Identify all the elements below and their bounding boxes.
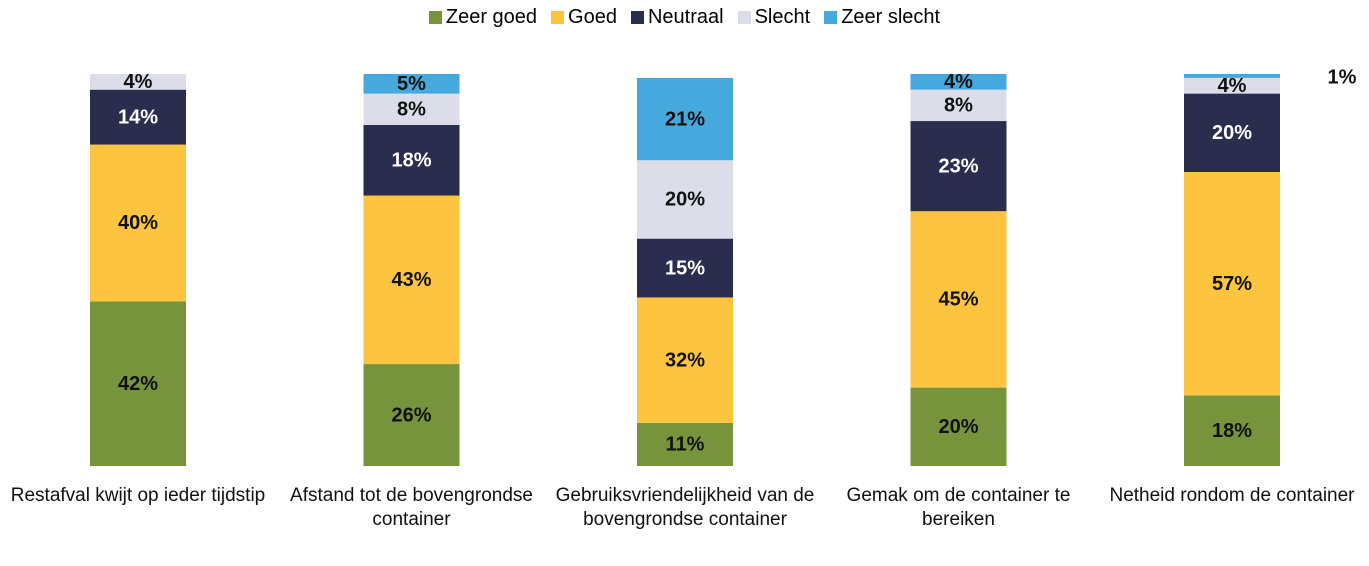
data-label: 26% [391,404,431,426]
data-label: 18% [1212,420,1252,442]
x-tick-label: Restafval kwijt op ieder tijdstip [10,485,266,506]
bar-segment [1184,93,1280,172]
legend-swatch [737,11,751,24]
bar-segment [910,89,1007,122]
legend-swatch [630,11,644,24]
legend: Zeer goed Goed Neutraal Slecht Zeer slecht [0,6,1369,29]
data-label: 14% [118,106,158,128]
x-tick-label: Netheid rondom de container [1109,485,1355,506]
bar-segment [637,77,733,161]
data-label: 4% [1218,75,1247,97]
data-label: 43% [391,269,431,291]
data-label: 32% [665,349,705,371]
legend-item: Zeer goed [428,6,538,29]
bar-segment [637,297,733,423]
x-tick-label: Gemak om de container te bereiken [846,485,1071,530]
data-label: 5% [397,73,426,95]
bar-segment [1184,74,1280,78]
bar-segment [910,211,1007,388]
data-label: 20% [1212,122,1252,144]
x-tick-label: Afstand tot de bovengrondse container [290,485,533,530]
bar-segment [90,89,186,145]
legend-swatch [824,11,838,24]
bar-segment [363,74,460,94]
data-label: 18% [391,150,431,172]
bar-segment [363,93,460,125]
bar-segment [363,195,460,365]
legend-label: Zeer slecht [841,6,941,28]
bar-segment [910,121,1007,212]
data-label: 4% [944,71,973,93]
bar-segment [637,160,733,239]
data-label: 40% [118,212,158,234]
bar-segment [910,387,1007,466]
data-label: 20% [938,416,978,438]
bar-segment [90,144,186,302]
legend-item: Neutraal [630,6,724,29]
data-label: 11% [666,434,705,456]
bar-segment [637,422,733,466]
bar-segment [90,301,186,466]
legend-item: Goed [551,6,617,29]
legend-label: Goed [568,6,617,28]
data-label: 1% [1328,66,1357,88]
bar-segment [637,238,733,298]
data-label: 15% [665,257,705,279]
bar-segment [1184,77,1280,94]
legend-label: Neutraal [647,6,724,28]
bar-segment [363,364,460,466]
x-tick-label: Gebruiksvriendelijkheid van de bovengron… [555,485,815,530]
legend-label: Slecht [754,6,811,28]
legend-swatch [551,11,565,24]
data-label: 8% [397,99,426,121]
legend-label: Zeer goed [445,6,538,28]
data-label: 8% [944,95,973,117]
data-label: 4% [124,71,153,93]
data-label: 42% [118,373,158,395]
legend-swatch [428,11,442,24]
data-label: 45% [938,289,978,311]
data-label: 20% [665,189,705,211]
bar-segment [363,124,460,196]
bar-segment [90,74,186,90]
bar-segment [910,74,1007,90]
bar-segment [1184,172,1280,396]
data-label: 57% [1212,273,1252,295]
legend-item: Slecht [737,6,811,29]
data-label: 23% [938,155,978,177]
data-label: 21% [665,108,705,130]
bar-segment [1184,395,1280,466]
legend-item: Zeer slecht [824,6,940,29]
